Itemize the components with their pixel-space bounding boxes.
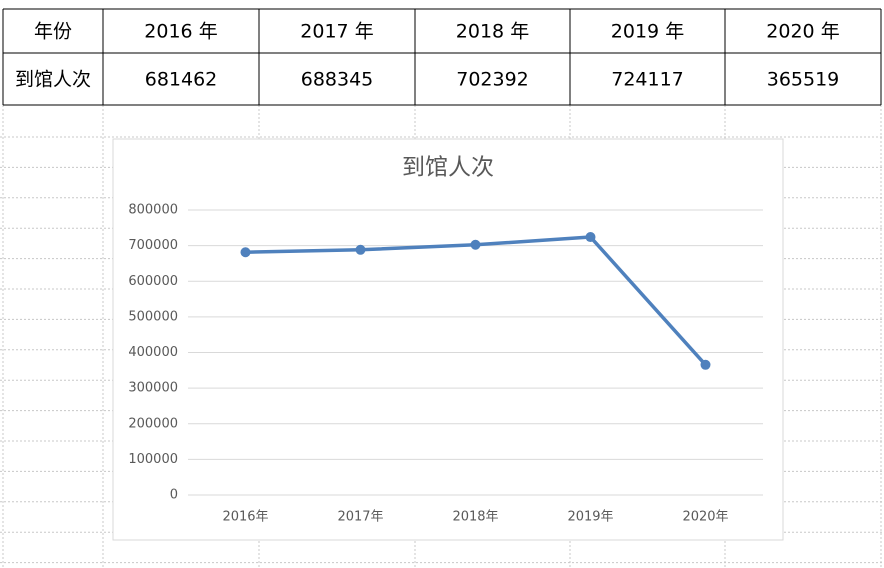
data-point	[355, 244, 366, 255]
header-cell: 年份	[34, 21, 72, 43]
table-cell: 到馆人次	[15, 69, 91, 91]
y-tick-label: 100000	[128, 452, 178, 467]
table-cell: 365519	[767, 69, 840, 91]
data-point	[585, 232, 596, 243]
y-tick-label: 800000	[128, 203, 178, 218]
data-point	[470, 239, 481, 250]
y-tick-label: 300000	[128, 381, 178, 396]
y-tick-label: 700000	[128, 238, 178, 253]
y-tick-label: 600000	[128, 274, 178, 289]
x-tick-label: 2019年	[567, 510, 613, 525]
x-tick-label: 2016年	[222, 510, 268, 525]
plot: 0 100000 200000 300000 400000 500000 600000 700…	[128, 203, 763, 525]
y-tick-label: 0	[170, 488, 178, 503]
table-cell: 702392	[456, 69, 529, 91]
header-cell: 2017 年	[300, 21, 373, 43]
x-tick-label: 2017年	[337, 510, 383, 525]
header-cell: 2016 年	[144, 21, 217, 43]
table-bg	[3, 9, 881, 105]
header-cell: 2020 年	[766, 21, 839, 43]
x-tick-label: 2018年	[452, 510, 498, 525]
table-cell: 724117	[611, 69, 684, 91]
y-tick-label: 200000	[128, 416, 178, 431]
header-cell: 2019 年	[611, 21, 684, 43]
y-tick-label: 400000	[128, 345, 178, 360]
data-point	[700, 359, 711, 370]
chart-title: 到馆人次	[402, 155, 494, 181]
chart-area	[112, 138, 784, 541]
y-tick-label: 500000	[128, 309, 178, 324]
data-point	[240, 247, 251, 258]
table-cell: 688345	[301, 69, 374, 91]
header-cell: 2018 年	[456, 21, 529, 43]
x-tick-label: 2020年	[682, 510, 728, 525]
table-cell: 681462	[145, 69, 218, 91]
